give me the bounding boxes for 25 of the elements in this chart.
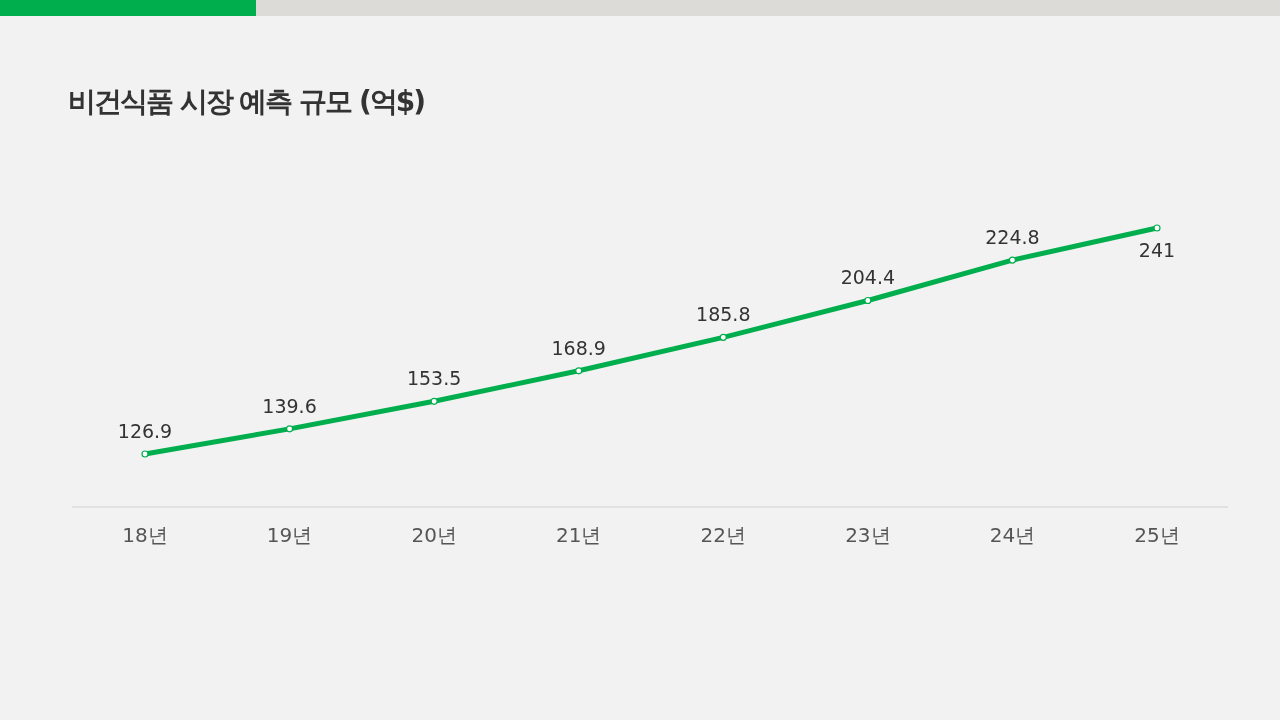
data-label: 204.4: [840, 266, 896, 289]
data-label: 185.8: [696, 303, 751, 326]
x-tick-label: 23년: [845, 523, 891, 547]
data-label: 139.6: [262, 394, 317, 417]
point: [719, 333, 727, 341]
data-label: 241: [1138, 239, 1176, 261]
x-tick-label: 22년: [700, 523, 747, 547]
data-label: 153.5: [406, 367, 462, 390]
point: [1153, 224, 1161, 232]
x-tick-label: 24년: [989, 523, 1036, 547]
point: [430, 397, 438, 405]
data-label: 168.9: [551, 336, 606, 359]
x-tick-label: 18년: [122, 523, 168, 547]
point: [285, 425, 294, 433]
x-tick-label: 19년: [266, 523, 313, 547]
data-label: 224.8: [985, 226, 1040, 249]
data-label: 126.9: [117, 420, 173, 442]
x-tick-label: 20년: [411, 523, 457, 547]
point: [864, 296, 872, 305]
x-tick-label: 25년: [1134, 523, 1180, 547]
point: [1008, 256, 1017, 264]
point: [141, 450, 149, 458]
chart-title: 비건식품 시장 예측 규모 (억$): [68, 85, 425, 118]
point: [575, 367, 583, 375]
x-tick-label: 21년: [555, 523, 602, 547]
